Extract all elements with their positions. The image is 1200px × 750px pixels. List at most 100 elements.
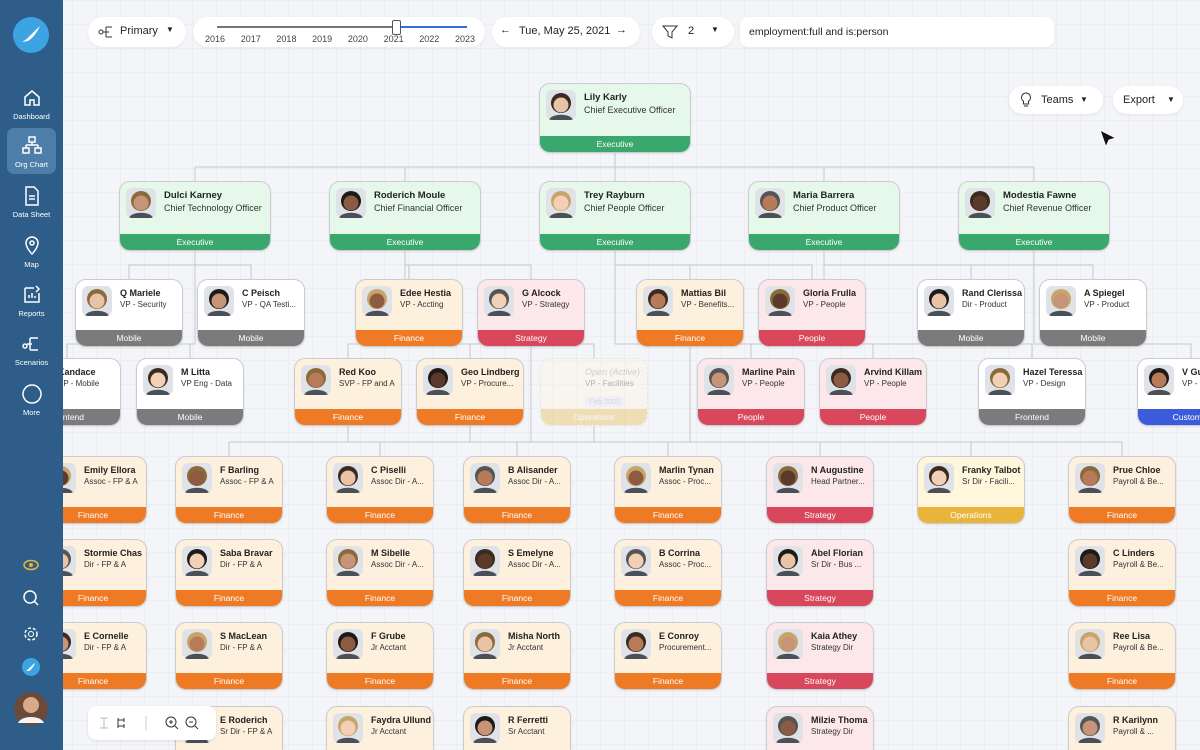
org-card[interactable]: Dulci Karney Chief Technology Officer Exec… — [119, 181, 271, 251]
org-card[interactable]: B Corrina Assoc - Proc... Finance — [614, 539, 722, 607]
date-picker[interactable]: ← Tue, May 25, 2021 → — [492, 17, 640, 47]
org-card[interactable]: Misha North Jr Acctant Finance — [463, 622, 571, 690]
connector — [347, 426, 518, 456]
person-name: E Roderich — [220, 715, 268, 725]
timeline-thumb — [391, 20, 401, 35]
avatar — [924, 286, 954, 316]
team-label: Finance — [295, 409, 401, 425]
org-card[interactable]: B Alisander Assoc Dir - A... Finance — [463, 456, 571, 524]
org-card[interactable]: Geo Lindberg VP - Procure... Finance — [416, 358, 524, 426]
team-label: Mobile — [76, 330, 182, 346]
avatar — [773, 463, 803, 493]
avatar — [1075, 713, 1105, 743]
timeline[interactable]: 2016 2017 2018 2019 2020 2021 2022 2023 — [193, 17, 485, 47]
person-title: Sr Dir - FP & A — [220, 727, 273, 736]
nav-icon — [21, 136, 42, 154]
person-title: VP Eng - Data — [181, 379, 232, 388]
org-card[interactable]: C Piselli Assoc Dir - A... Finance — [326, 456, 434, 524]
org-card[interactable]: F Grube Jr Acctant Finance — [326, 622, 434, 690]
org-card[interactable]: Ree Lisa Payroll & Be... Finance — [1068, 622, 1176, 690]
org-card[interactable]: Kaia Athey Strategy Dir Strategy — [766, 622, 874, 690]
org-card[interactable]: A Spiegel VP - Product Mobile — [1039, 279, 1147, 347]
teams-button[interactable]: Teams ▼ — [1009, 86, 1103, 114]
filter[interactable]: 2 ▼ — [652, 17, 734, 47]
org-card[interactable]: Marline Pain VP - People People — [697, 358, 805, 426]
nav-item[interactable]: Reports — [7, 277, 56, 323]
org-card[interactable]: Open (Active) VP - Facilities Feb 2020 Oper… — [540, 358, 648, 426]
org-card[interactable]: Edee Hestia VP - Accting Finance — [355, 279, 463, 347]
org-card[interactable]: Trey Rayburn Chief People Officer Executiv… — [539, 181, 691, 251]
org-card[interactable]: M Litta VP Eng - Data Mobile — [136, 358, 244, 426]
org-card[interactable]: N Augustine Head Partner... Strategy — [766, 456, 874, 524]
org-card[interactable]: Arvind Killam VP - People People — [819, 358, 927, 426]
org-card[interactable]: R Ferretti Sr Acctant — [463, 706, 571, 750]
org-card[interactable]: Maria Barrera Chief Product Officer Execut… — [748, 181, 900, 251]
org-card[interactable]: G Alcock VP - Strategy Strategy — [477, 279, 585, 347]
person-title: VP - Facilities — [585, 379, 634, 388]
person-title: Dir - FP & A — [84, 560, 127, 569]
org-card[interactable]: Saba Bravar Dir - FP & A Finance — [175, 539, 283, 607]
team-label: Executive — [959, 234, 1109, 250]
search-box[interactable]: employment:full and is:person — [740, 17, 1054, 47]
person-name: C Piselli — [371, 465, 407, 475]
connector — [404, 153, 616, 181]
org-card[interactable]: Modestia Fawne Chief Revenue Officer Execu… — [958, 181, 1110, 251]
org-card[interactable]: Marlin Tynan Assoc - Proc... Finance — [614, 456, 722, 524]
org-card[interactable]: Q Mariele VP - Security Mobile — [75, 279, 183, 347]
person-title: Chief Revenue Officer — [1003, 203, 1092, 213]
nav-item[interactable]: Map — [7, 228, 56, 274]
org-card[interactable]: Prue Chloe Payroll & Be... Finance — [1068, 456, 1176, 524]
prev-date[interactable]: ← — [500, 24, 511, 36]
team-label: Finance — [417, 409, 523, 425]
org-card[interactable]: F Barling Assoc - FP & A Finance — [175, 456, 283, 524]
org-card[interactable]: Milzie Thoma Strategy Dir — [766, 706, 874, 750]
org-card[interactable]: M Sibelle Assoc Dir - A... Finance — [326, 539, 434, 607]
avatar-face — [628, 470, 644, 486]
org-card[interactable]: V Gu VP - Customer — [1137, 358, 1200, 426]
org-card[interactable]: Hazel Teressa VP - Design Frontend — [978, 358, 1086, 426]
person-name: Roderich Moule — [374, 190, 446, 201]
person-name: Lily Karly — [584, 92, 627, 103]
person-name: Stormie Chas — [84, 548, 143, 558]
avatar-face — [340, 553, 356, 569]
avatar — [773, 546, 803, 576]
org-card[interactable]: C Linders Payroll & Be... Finance — [1068, 539, 1176, 607]
org-card[interactable]: S MacLean Dir - FP & A Finance — [175, 622, 283, 690]
org-card[interactable]: Rand Clerissa Dir - Product Mobile — [917, 279, 1025, 347]
timeline-track — [217, 26, 467, 28]
next-date[interactable]: → — [616, 24, 627, 36]
org-card[interactable]: Mattias Bil VP - Benefits... Finance — [636, 279, 744, 347]
nav-item[interactable]: Dashboard — [7, 80, 56, 126]
org-card[interactable]: Gloria Frulla VP - People People — [758, 279, 866, 347]
team-label: Executive — [330, 234, 480, 250]
nav-icon-path — [24, 186, 39, 206]
nav-item[interactable]: Scenarios — [7, 326, 56, 372]
org-card[interactable]: Roderich Moule Chief Financial Officer Exe… — [329, 181, 481, 251]
nav-item[interactable]: Org Chart — [7, 128, 56, 174]
avatar-face — [477, 553, 493, 569]
avatar — [333, 713, 363, 743]
org-card[interactable]: Lily Karly Chief Executive Officer Executi… — [539, 83, 691, 153]
avatar-face — [1151, 372, 1167, 388]
org-card[interactable]: R Karilynn Payroll & ... — [1068, 706, 1176, 750]
avatar — [333, 629, 363, 659]
org-card[interactable]: C Peisch VP - QA Testi... Mobile — [197, 279, 305, 347]
org-card[interactable]: Franky Talbot Sr Dir - Facili... Operation… — [917, 456, 1025, 524]
avatar-body — [426, 389, 450, 395]
caret: ▼ — [166, 25, 174, 34]
export-button[interactable]: Export ▼ — [1113, 86, 1183, 114]
person-title: Chief Product Officer — [793, 203, 877, 213]
org-card[interactable]: E Conroy Procurement... Finance — [614, 622, 722, 690]
nav-icon — [21, 384, 42, 404]
org-card[interactable]: Abel Florian Sr Dir - Bus ... Strategy — [766, 539, 874, 607]
team-label: Finance — [615, 673, 721, 689]
date-label: Tue, May 25, 2021 — [519, 25, 611, 37]
nav-item[interactable]: More — [7, 376, 56, 422]
team-label: Mobile — [198, 330, 304, 346]
scenario-select[interactable]: Primary ▼ — [88, 17, 186, 47]
person-title: Payroll & Be... — [1113, 477, 1164, 486]
org-card[interactable]: Faydra Ullund Jr Acctant — [326, 706, 434, 750]
org-card[interactable]: Red Koo SVP - FP and A Finance — [294, 358, 402, 426]
org-card[interactable]: S Emelyne Assoc Dir - A... Finance — [463, 539, 571, 607]
nav-item[interactable]: Data Sheet — [7, 178, 56, 224]
